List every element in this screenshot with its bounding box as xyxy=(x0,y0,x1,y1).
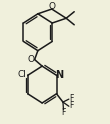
Text: N: N xyxy=(55,70,64,80)
Text: F: F xyxy=(61,108,66,117)
Text: O: O xyxy=(49,2,56,11)
Text: O: O xyxy=(28,55,35,64)
Text: Cl: Cl xyxy=(17,70,26,79)
Text: F: F xyxy=(69,101,73,110)
Text: F: F xyxy=(69,94,73,103)
